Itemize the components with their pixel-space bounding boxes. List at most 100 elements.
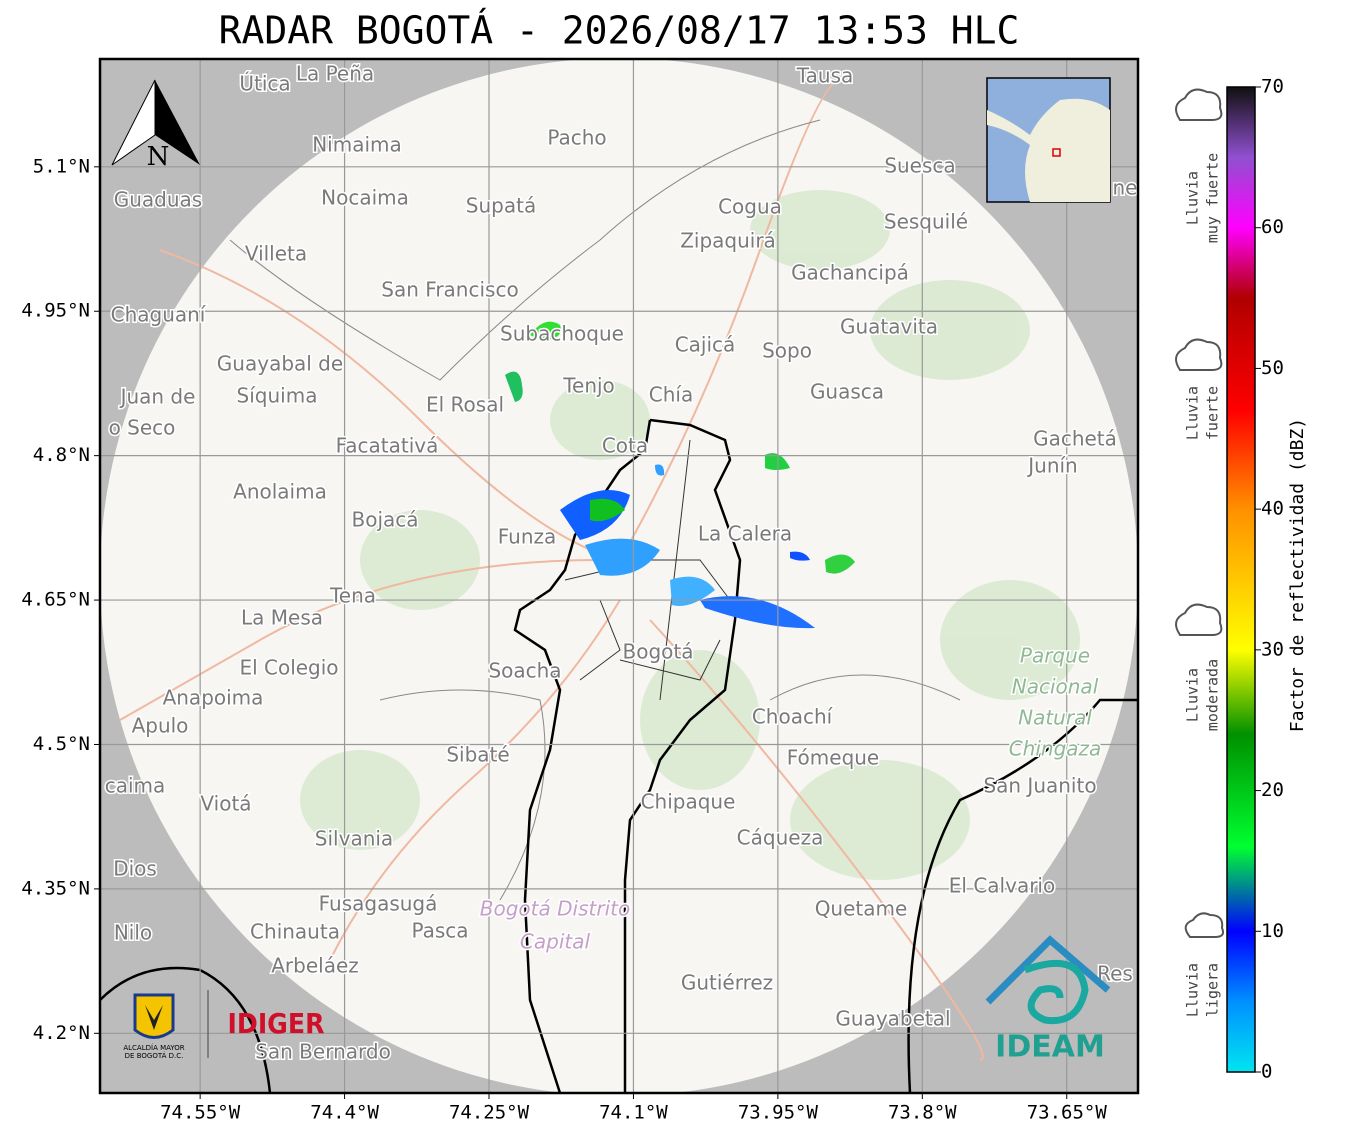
place-label: Apulo xyxy=(132,714,189,738)
place-label: Bogotá xyxy=(623,640,694,664)
place-label: Guasca xyxy=(810,380,884,404)
place-label: Anapoima xyxy=(163,686,264,710)
place-label: La Peña xyxy=(296,62,374,86)
park-label: Nacional xyxy=(1012,675,1099,699)
place-label: Gachancipá xyxy=(791,261,909,285)
place-label: Viotá xyxy=(200,792,251,816)
place-label: Tausa xyxy=(796,64,854,88)
place-label: San Bernardo xyxy=(255,1040,391,1064)
place-label: San Francisco xyxy=(381,278,518,302)
park-label: Natural xyxy=(1018,706,1092,730)
place-label: Gutiérrez xyxy=(681,971,773,995)
place-label: Choachí xyxy=(752,705,834,729)
lat-tick-label: 4.8°N xyxy=(33,444,90,466)
place-label: Zipaquirá xyxy=(680,229,776,253)
place-label: Pacho xyxy=(547,126,606,150)
place-label: Guayabal de xyxy=(217,352,343,376)
colorbar-tick-label: 60 xyxy=(1261,216,1284,238)
inset-map xyxy=(986,77,1111,203)
place-label: Anolaima xyxy=(233,480,327,504)
lon-tick-label: 73.95°W xyxy=(738,1102,819,1124)
rain-class-label: ligera xyxy=(1204,963,1222,1017)
place-label: Guayabetal xyxy=(835,1007,950,1031)
place-label: La Calera xyxy=(698,522,792,546)
place-label: Tena xyxy=(329,584,376,608)
place-label: Nilo xyxy=(114,921,152,945)
place-label: Junín xyxy=(1026,454,1077,478)
place-label: Pasca xyxy=(411,919,468,943)
place-label: Supatá xyxy=(466,194,536,218)
place-label: Silvania xyxy=(315,827,393,851)
place-label: Funza xyxy=(498,525,557,549)
lat-tick-label: 4.35°N xyxy=(21,877,90,899)
place-label: El Rosal xyxy=(426,393,504,417)
colorbar-tick-label: 30 xyxy=(1261,638,1284,660)
alcaldia-logo xyxy=(133,990,209,1058)
lon-tick-label: 73.8°W xyxy=(888,1102,957,1124)
place-label: El Colegio xyxy=(239,656,338,680)
colorbar-tick-label: 20 xyxy=(1261,779,1284,801)
north-arrow xyxy=(111,79,200,166)
place-label: Juan de xyxy=(119,385,196,409)
lat-tick-label: 4.5°N xyxy=(33,733,90,755)
lon-tick-label: 73.65°W xyxy=(1027,1102,1108,1124)
colorbar: 0 10 20 30 40 50 60 70 Factor de reflectividad (… xyxy=(1226,76,1308,1083)
place-label: Subachoque xyxy=(500,322,624,346)
lon-tick-label: 74.55°W xyxy=(160,1102,241,1124)
lat-tick-label: 4.65°N xyxy=(21,589,90,611)
place-label: Tenjo xyxy=(562,374,615,398)
place-label: caima xyxy=(105,774,166,798)
colorbar-scale xyxy=(1226,86,1256,1073)
place-label: Bojacá xyxy=(351,508,418,532)
place-label: Fusagasugá xyxy=(319,892,438,916)
place-label: Quetame xyxy=(815,897,908,921)
place-label: Síquima xyxy=(237,384,318,408)
title: RADAR BOGOTÁ - 2026/08/17 13:53 HLC xyxy=(219,9,1020,53)
rain-class-label: Lluvia xyxy=(1184,963,1202,1017)
lat-tick-label: 4.2°N xyxy=(33,1022,90,1044)
lat-tick-label: 5.1°N xyxy=(33,155,90,177)
lon-tick-label: 74.25°W xyxy=(449,1102,530,1124)
place-label: Villeta xyxy=(245,242,307,266)
place-label: Sopo xyxy=(762,339,812,363)
radar-echoes xyxy=(505,321,855,629)
colorbar-tick-label: 40 xyxy=(1261,498,1284,520)
vegetation xyxy=(300,190,1080,880)
alcaldia-text: ALCALDÍA MAYOR xyxy=(123,1043,184,1052)
rain-icons xyxy=(1175,88,1225,938)
place-label: Sibaté xyxy=(446,743,509,767)
rain-class-label: Lluvia xyxy=(1184,668,1202,722)
place-label: Arbeláez xyxy=(271,954,359,978)
place-label: Útica xyxy=(239,72,290,96)
place-label: Nocaima xyxy=(321,186,409,210)
place-label: Cajicá xyxy=(675,333,736,357)
place-label: Suesca xyxy=(884,154,955,178)
district-label: Bogotá Distrito xyxy=(480,897,630,921)
place-label: Guaduas xyxy=(114,188,202,212)
place-label: Cota xyxy=(602,434,648,458)
district-label: Capital xyxy=(520,930,591,954)
place-label: Chía xyxy=(649,383,693,407)
map-frame xyxy=(98,57,1140,1095)
colorbar-tick-label: 10 xyxy=(1261,920,1284,942)
place-label: Chipaque xyxy=(641,790,736,814)
place-label: Cáqueza xyxy=(737,826,824,850)
place-label: San Juanito xyxy=(983,774,1096,798)
place-label: Facatativá xyxy=(336,434,439,458)
ideam-logo xyxy=(985,935,1111,1025)
alcaldia-text: DE BOGOTÁ D.C. xyxy=(125,1051,184,1060)
ideam-text: IDEAM xyxy=(995,1030,1105,1065)
rain-class-label: Lluvia xyxy=(1184,171,1202,225)
colorbar-label: Factor de reflectividad (dBZ) xyxy=(1287,418,1308,732)
place-label: Fómeque xyxy=(787,746,880,770)
place-label: o Seco xyxy=(109,416,176,440)
rain-class-label: Lluvia xyxy=(1184,386,1202,440)
place-label: Gachetá xyxy=(1033,427,1117,451)
rain-class-label: fuerte xyxy=(1204,386,1222,440)
place-label: Soacha xyxy=(488,659,561,683)
lat-tick-label: 4.95°N xyxy=(21,300,90,322)
place-label: Guatavita xyxy=(840,315,938,339)
idiger-text: IDIGER xyxy=(228,1007,325,1040)
